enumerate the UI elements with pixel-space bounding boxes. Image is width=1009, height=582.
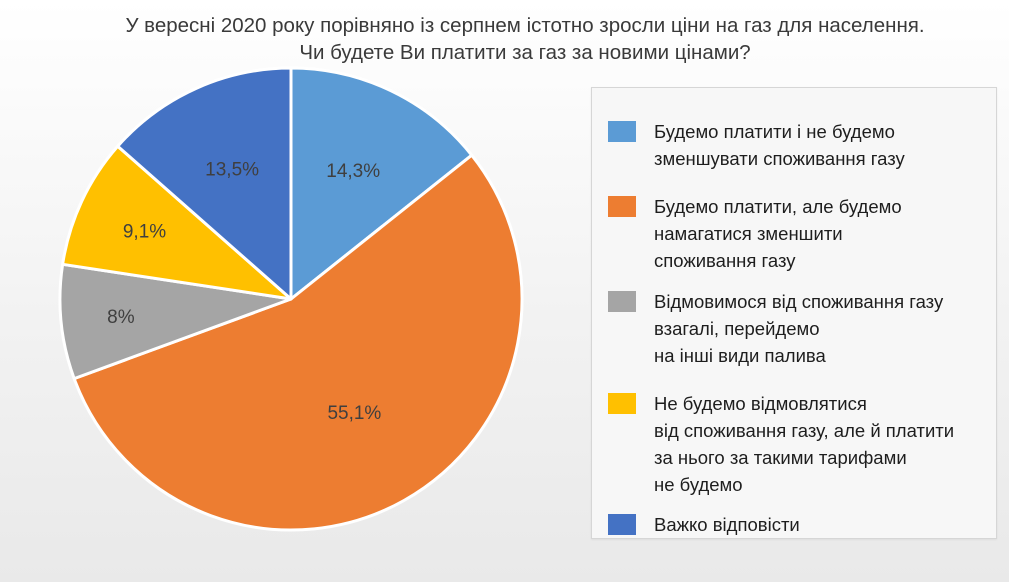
pie-slice-not-pay [61,144,293,301]
pie-slice-pay-reduce [72,153,524,532]
legend-swatch [608,514,636,535]
legend-swatch [608,196,636,217]
legend-label: Будемо платити, але будемо намагатися зм… [654,196,902,271]
pie-slice-label: 14,3% [326,161,380,182]
pie-slice-pay-no-reduce [289,66,474,301]
legend-swatch [608,291,636,312]
legend-swatch [608,121,636,142]
chart-title: У вересні 2020 року порівняно із серпнем… [60,12,990,66]
legend-label: Будемо платити і не будемо зменшувати сп… [654,121,905,169]
pie-slice-hard-to-say [116,66,293,301]
chart-title-line-1: У вересні 2020 року порівняно із серпнем… [125,14,925,37]
legend-label: Не будемо відмовлятися від споживання га… [654,393,955,495]
legend-label: Важко відповісти [654,514,800,535]
legend-swatch [608,393,636,414]
pie-slice-label: 55,1% [327,403,381,424]
chart-legend: Будемо платити і не будемо зменшувати сп… [591,87,997,539]
pie-chart: 14,3% 55,1% 8% 9,1% 13,5% [58,66,524,532]
legend-label: Відмовимося від споживання газу взагалі,… [654,291,944,366]
pie-slice-label: 9,1% [123,222,166,243]
pie-slice-label: 8% [107,307,135,328]
chart-title-line-2: Чи будете Ви платити за газ за новими ці… [299,41,751,64]
pie-slice-refuse-gas [58,262,293,381]
pie-slice-label: 13,5% [205,160,259,181]
